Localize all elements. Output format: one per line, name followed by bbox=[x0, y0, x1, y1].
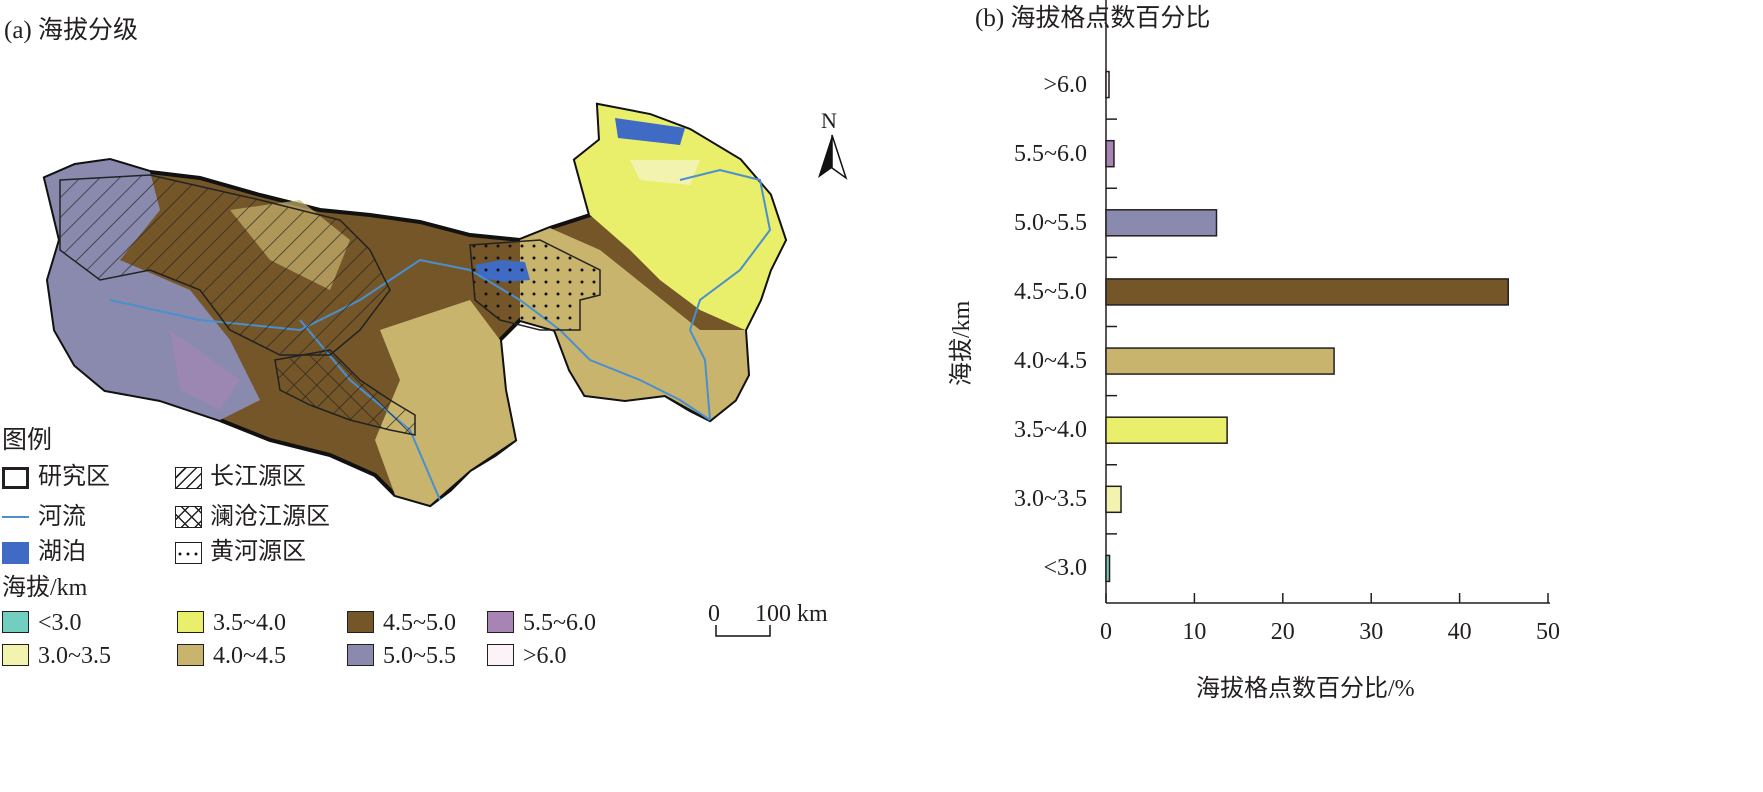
yellow-river-swatch bbox=[175, 542, 202, 564]
y-tick-label: >6.0 bbox=[1043, 71, 1087, 98]
elevation-legend-label: 4.0~4.5 bbox=[213, 643, 286, 669]
elevation-swatch bbox=[2, 611, 29, 633]
bar-3.0~3.5 bbox=[1105, 485, 1122, 514]
legend-label: 澜沧江源区 bbox=[210, 504, 330, 530]
bar-5.5~6.0 bbox=[1105, 139, 1115, 168]
x-axis-label: 海拔格点数百分比/% bbox=[1196, 676, 1415, 702]
legend-label: 河流 bbox=[38, 504, 86, 530]
legend-label: 研究区 bbox=[38, 464, 110, 490]
legend-label: 湖泊 bbox=[38, 539, 86, 565]
y-tick-label: 4.0~4.5 bbox=[1014, 348, 1087, 375]
study-area-swatch bbox=[2, 467, 29, 489]
y-tick-label: 4.5~5.0 bbox=[1014, 278, 1087, 305]
x-tick-label: 20 bbox=[1270, 619, 1295, 645]
y-tick-label: 3.0~3.5 bbox=[1014, 486, 1087, 513]
y-tick-label: 3.5~4.0 bbox=[1014, 417, 1087, 444]
legend-title: 图例 bbox=[2, 427, 53, 454]
elevation-swatch bbox=[347, 611, 374, 633]
lancang-swatch bbox=[175, 506, 202, 528]
y-tick-label: 5.0~5.5 bbox=[1014, 209, 1087, 236]
elevation-legend-label: <3.0 bbox=[38, 610, 82, 636]
elevation-swatch bbox=[2, 644, 29, 666]
legend-label: 长江源区 bbox=[210, 464, 306, 490]
x-tick-label: 10 bbox=[1182, 619, 1207, 645]
elevation-swatch bbox=[487, 644, 514, 666]
scale-zero: 0 bbox=[708, 601, 720, 627]
x-tick-label: 50 bbox=[1536, 619, 1560, 645]
elevation-swatch bbox=[177, 644, 204, 666]
elevation-legend-label: 4.5~5.0 bbox=[383, 610, 456, 636]
y-tick-label: <3.0 bbox=[1043, 555, 1087, 582]
bar->6.0 bbox=[1105, 70, 1110, 99]
north-label: N bbox=[821, 108, 837, 133]
elevation-swatch bbox=[487, 611, 514, 633]
chart-title: (b) 海拔格点数百分比 bbox=[975, 5, 1211, 32]
river-swatch bbox=[2, 516, 29, 518]
lancang-source-region bbox=[274, 349, 416, 436]
elevation-legend-label: 3.0~3.5 bbox=[38, 643, 111, 669]
elevation-legend-label: 3.5~4.0 bbox=[213, 610, 286, 636]
x-tick-label: 40 bbox=[1447, 619, 1472, 645]
scale-distance: 100 km bbox=[755, 601, 828, 627]
x-tick-label: 30 bbox=[1359, 619, 1384, 645]
lake-swatch bbox=[2, 542, 29, 564]
elevation-legend-title: 海拔/km bbox=[2, 575, 88, 601]
panel-a-title: (a) 海拔分级 bbox=[4, 17, 138, 44]
legend-label: 黄河源区 bbox=[210, 539, 306, 565]
y-tick-label: 5.5~6.0 bbox=[1014, 140, 1087, 167]
elevation-legend-label: 5.5~6.0 bbox=[523, 610, 596, 636]
bar-<3.0 bbox=[1105, 554, 1111, 583]
yangtze-swatch bbox=[175, 467, 202, 489]
elevation-legend-label: 5.0~5.5 bbox=[383, 643, 456, 669]
x-tick-label: 0 bbox=[1100, 619, 1112, 645]
scale-bar bbox=[715, 625, 771, 637]
elevation-swatch bbox=[177, 611, 204, 633]
bar-3.5~4.0 bbox=[1105, 416, 1228, 444]
bar-4.5~5.0 bbox=[1105, 278, 1509, 306]
north-arrow-icon bbox=[818, 134, 848, 180]
yellow-river-source-region bbox=[469, 239, 601, 331]
elevation-legend-label: >6.0 bbox=[523, 643, 567, 669]
bar-4.0~4.5 bbox=[1105, 347, 1335, 375]
elevation-swatch bbox=[347, 644, 374, 666]
bar-5.0~5.5 bbox=[1105, 209, 1218, 237]
